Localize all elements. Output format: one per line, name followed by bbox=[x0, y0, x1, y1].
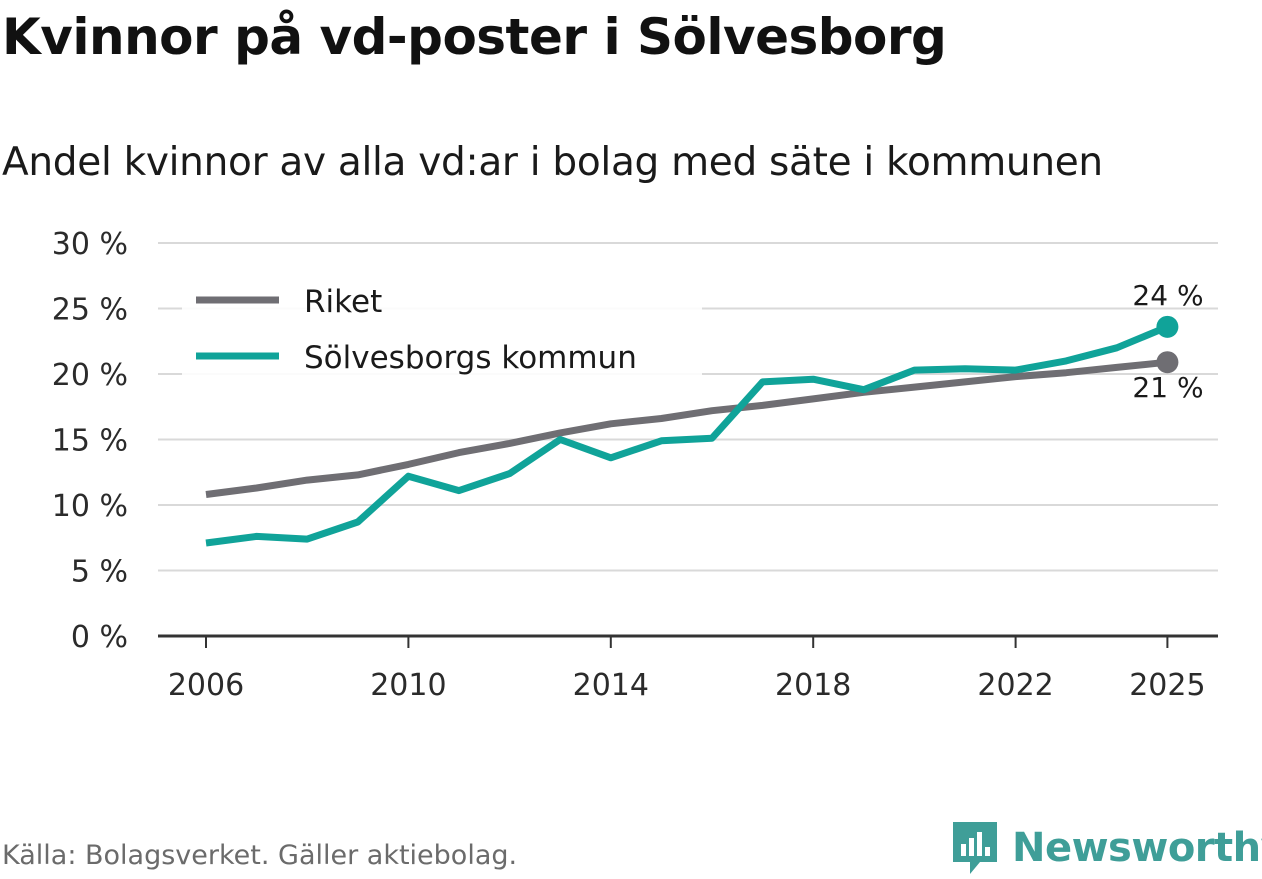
legend-label-riket: Riket bbox=[304, 284, 382, 320]
x-axis: 2006 2010 2014 2018 2022 2025 bbox=[158, 634, 1218, 703]
chart-subtitle: Andel kvinnor av alla vd:ar i bolag med … bbox=[2, 140, 1103, 185]
newsworthy-logo-icon bbox=[953, 822, 997, 874]
legend-background bbox=[182, 275, 702, 385]
y-tick-label-15: 15 % bbox=[52, 424, 128, 459]
brand-logo: Newsworthy bbox=[950, 818, 1262, 878]
y-tick-label-30: 30 % bbox=[52, 227, 128, 262]
y-axis-ticks: 0 % 5 % 10 % 15 % 20 % 25 % 30 % bbox=[52, 227, 128, 655]
y-tick-label-0: 0 % bbox=[71, 620, 128, 655]
y-tick-label-20: 20 % bbox=[52, 358, 128, 393]
y-tick-label-5: 5 % bbox=[71, 555, 128, 590]
line-chart: 0 %5 %10 %15 %20 %25 %30 % 2006 2010 2014 2… bbox=[52, 227, 1218, 703]
end-point-riket bbox=[1156, 351, 1179, 374]
y-tick-label-10: 10 % bbox=[52, 489, 128, 524]
chart-title: Kvinnor på vd-poster i Sölvesborg bbox=[2, 8, 947, 66]
legend-label-solvesborgs-kommun: Sölvesborgs kommun bbox=[304, 340, 637, 376]
x-tick-label-2025: 2025 bbox=[1129, 668, 1205, 703]
end-label-riket: 21 % bbox=[1132, 371, 1203, 404]
series-line-riket bbox=[205, 358, 1168, 498]
x-tick-label-2014: 2014 bbox=[573, 668, 649, 703]
y-tick-label-25: 25 % bbox=[52, 293, 128, 328]
x-tick-label-2010: 2010 bbox=[370, 668, 446, 703]
end-labels: 24 % 21 % bbox=[1132, 279, 1203, 404]
x-tick-label-2018: 2018 bbox=[775, 668, 851, 703]
brand-name: Newsworthy bbox=[1012, 825, 1262, 871]
x-tick-label-2022: 2022 bbox=[977, 668, 1053, 703]
end-label-solvesborgs-kommun: 24 % bbox=[1132, 279, 1203, 312]
x-tick-label-2006: 2006 bbox=[168, 668, 244, 703]
legend: Riket Sölvesborgs kommun bbox=[182, 275, 702, 385]
series-lines bbox=[205, 315, 1179, 547]
source-note: Källa: Bolagsverket. Gäller aktiebolag. bbox=[2, 840, 518, 871]
end-point-solvesborgs-kommun bbox=[1156, 315, 1179, 338]
series-line-solvesborgs-kommun bbox=[205, 323, 1169, 547]
